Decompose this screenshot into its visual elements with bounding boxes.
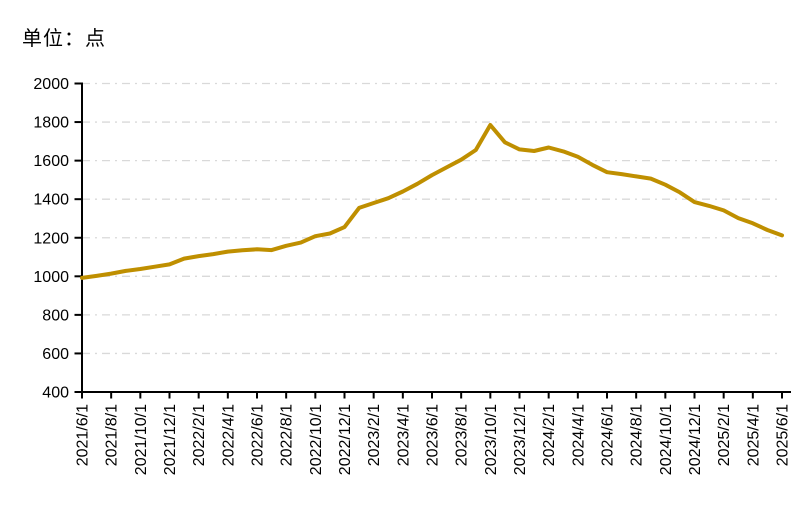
x-tick-label: 2024/12/1: [687, 404, 704, 475]
x-tick-label: 2025/4/1: [745, 404, 762, 466]
x-tick-label: 2024/4/1: [570, 404, 587, 466]
x-tick-label: 2022/2/1: [191, 404, 208, 466]
x-tick-label: 2021/6/1: [75, 404, 92, 466]
x-tick-label: 2025/2/1: [716, 404, 733, 466]
y-tick-label: 800: [42, 307, 69, 324]
x-tick-label: 2022/8/1: [279, 404, 296, 466]
y-tick-label: 2000: [33, 76, 69, 93]
x-tick-label: 2024/8/1: [629, 404, 646, 466]
x-tick-label: 2023/10/1: [483, 404, 500, 475]
x-tick-label: 2022/4/1: [220, 404, 237, 466]
unit-label: 单位：点: [22, 28, 106, 50]
x-tick-label: 2025/6/1: [775, 404, 792, 466]
x-tick-label: 2023/12/1: [512, 404, 529, 475]
x-tick-label: 2022/10/1: [308, 404, 325, 475]
y-tick-label: 1200: [33, 230, 69, 247]
x-tick-label: 2023/4/1: [395, 404, 412, 466]
x-tick-label: 2021/8/1: [104, 404, 121, 466]
x-tick-label: 2022/12/1: [337, 404, 354, 475]
x-tick-label: 2024/6/1: [600, 404, 617, 466]
y-tick-label: 1400: [33, 192, 69, 209]
y-tick-label: 1800: [33, 115, 69, 132]
x-tick-label: 2021/12/1: [162, 404, 179, 475]
x-tick-label: 2024/10/1: [658, 404, 675, 475]
index-series-line: [80, 123, 784, 280]
x-tick-label: 2024/2/1: [541, 404, 558, 466]
y-tick-label: 1000: [33, 269, 69, 286]
x-tick-label: 2022/6/1: [250, 404, 267, 466]
x-tick-label: 2021/10/1: [133, 404, 150, 475]
x-tick-label: 2023/6/1: [425, 404, 442, 466]
x-tick-label: 2023/8/1: [454, 404, 471, 466]
y-tick-label: 600: [42, 346, 69, 363]
x-tick-label: 2023/2/1: [366, 404, 383, 466]
y-tick-label: 1600: [33, 153, 69, 170]
y-tick-label: 400: [42, 385, 69, 402]
